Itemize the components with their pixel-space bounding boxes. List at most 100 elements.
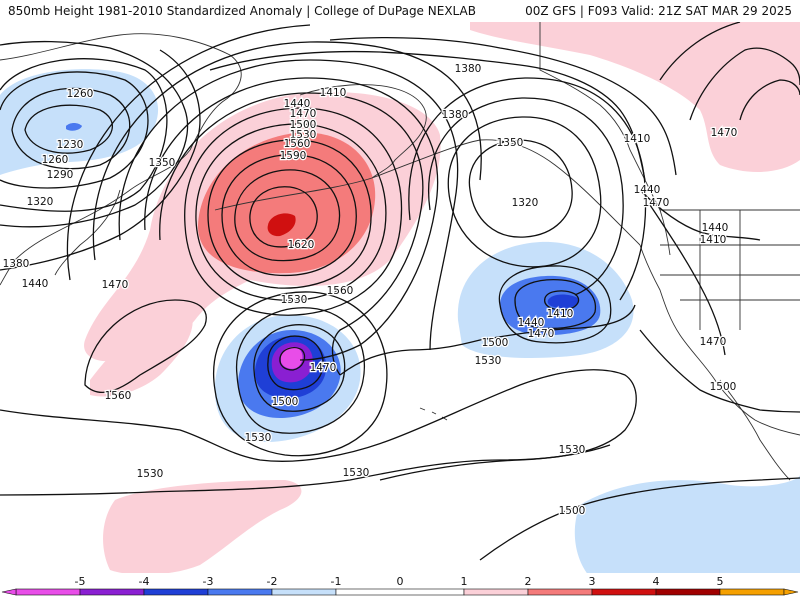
contour-ridge-4 [66, 24, 311, 281]
contour-label: 1260 [67, 88, 94, 100]
contour-eastpac-1 [544, 290, 580, 311]
colorbar-tick: -3 [202, 575, 214, 588]
contour-eastpac-3 [498, 265, 612, 344]
contour-label: 1380 [442, 109, 469, 121]
anomaly-region-pos3-bering [267, 213, 296, 237]
colorbar-tick: 1 [460, 575, 468, 588]
anomaly-region-pos2-bering [197, 132, 376, 274]
coastlines [0, 22, 800, 481]
colorbar-segment [335, 588, 465, 596]
contour-label: 1500 [272, 396, 299, 408]
colorbar-segment [207, 588, 273, 596]
colorbar-tick-labels: -5 -4 -3 -2 -1 0 1 2 3 4 5 [0, 573, 800, 588]
colorbar-segment [79, 588, 145, 596]
colorbar-max-arrow [783, 588, 799, 596]
contour-low-pac-1 [279, 347, 306, 371]
colorbar-tick: 2 [524, 575, 532, 588]
contour-label: 1590 [280, 150, 307, 162]
contour-label: 1380 [3, 258, 30, 270]
colorbar-strip [1, 588, 799, 596]
colorbar-segment [719, 588, 785, 596]
contour-label: 1410 [700, 234, 727, 246]
coastline-siberia [0, 33, 242, 286]
contour-ridge-2 [118, 59, 459, 351]
contour-ne-1 [689, 47, 800, 121]
contour-gulf-1350 [468, 139, 573, 238]
coastline-mexico [719, 379, 791, 481]
contour-label: 1500 [559, 505, 586, 517]
contour-label: 1500 [482, 337, 509, 349]
contour-siberia-3 [0, 71, 149, 189]
contour-label: 1440 [702, 222, 729, 234]
contour-label: 1530 [137, 468, 164, 480]
contour-high-3 [221, 154, 357, 277]
contour-high-5 [195, 123, 387, 301]
colorbar-tick: -5 [74, 575, 86, 588]
contour-label: 1560 [327, 285, 354, 297]
contour-central-1530 [0, 369, 637, 496]
contour-label: 1470 [700, 336, 727, 348]
contour-label: 1620 [288, 239, 315, 251]
colorbar-segment [143, 588, 209, 596]
contour-label: 1530 [245, 432, 272, 444]
contour-low-pac-3 [253, 324, 346, 412]
contour-label: 1350 [497, 137, 524, 149]
contour-label: 1470 [528, 328, 555, 340]
anomaly-region-neg5-pacific [281, 346, 303, 369]
colorbar-tick: -2 [266, 575, 278, 588]
coastline-canada [539, 22, 671, 256]
contour-label: 1380 [455, 63, 482, 75]
contour-label: 1230 [57, 139, 84, 151]
coastline-kamchatka [54, 189, 121, 276]
contour-label: 1530 [559, 444, 586, 456]
contour-gulf-1410 [428, 97, 624, 296]
contour-label: 1500 [290, 119, 317, 131]
anomaly-region-pos1-canada [470, 22, 800, 172]
contour-low-pac-2 [267, 335, 324, 391]
anomaly-region-pos1-tongue [90, 308, 193, 397]
contour-high-4 [207, 139, 372, 289]
contour-high-1 [249, 186, 318, 248]
contour-label: 1470 [310, 362, 337, 374]
contour-central-1560 [84, 299, 207, 394]
contour-siberia-5 [0, 40, 189, 228]
contour-north-1410 [329, 37, 677, 176]
state-borders [660, 209, 800, 330]
contour-label: 1440 [284, 98, 311, 110]
contour-ne-3 [739, 79, 800, 121]
colorbar-segment [527, 588, 593, 596]
contour-ridge-3 [92, 41, 482, 261]
contour-label: 1320 [512, 197, 539, 209]
contour-label: 1320 [27, 196, 54, 208]
colorbar-segments [1, 588, 799, 596]
colorbar-segment [15, 588, 81, 596]
map-area: 1260 1230 1260 1290 1320 1350 1380 1440 1470 1410… [0, 22, 800, 577]
colorbar-segment [591, 588, 657, 596]
contour-label: 1440 [518, 317, 545, 329]
contour-label: 1530 [290, 129, 317, 141]
contour-west-1500 [639, 329, 800, 413]
contour-high-6 [184, 107, 403, 316]
anomaly-region-pos1-south [103, 480, 302, 575]
contour-label: 1500 [710, 381, 737, 393]
contour-low-pac-5 [213, 291, 388, 457]
contour-label: 1470 [643, 197, 670, 209]
colorbar-tick: 3 [588, 575, 596, 588]
colorbar-segment [463, 588, 529, 596]
contour-label: 1440 [22, 278, 49, 290]
contour-high-2 [234, 169, 341, 262]
contour-label: 1560 [284, 138, 311, 150]
contour-siberia-4 [0, 58, 168, 212]
model-run-label: 00Z GFS | F093 Valid: 21Z SAT MAR 29 202… [525, 4, 792, 18]
contour-label: 1290 [47, 169, 74, 181]
colorbar-tick: -1 [330, 575, 342, 588]
contour-south-1530 [379, 444, 611, 481]
contour-south-1500 [479, 477, 800, 561]
contour-label: 1530 [281, 294, 308, 306]
contour-label: 1470 [711, 127, 738, 139]
anomaly-region-neg2-siberia [66, 123, 82, 131]
contour-label: 1560 [105, 390, 132, 402]
contour-label: 1410 [624, 133, 651, 145]
